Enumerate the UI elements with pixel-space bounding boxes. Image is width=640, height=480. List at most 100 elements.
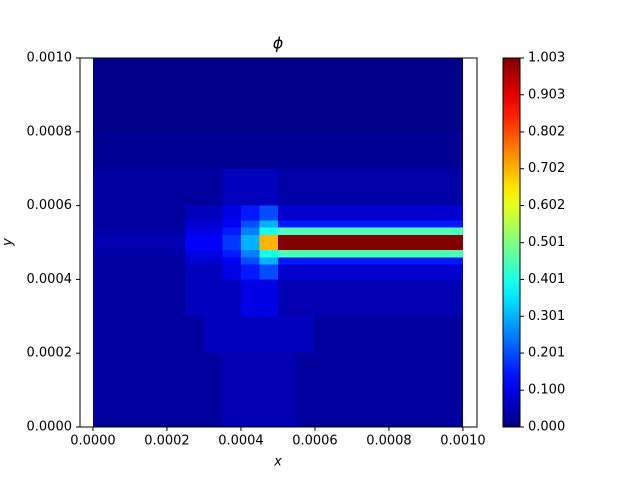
heatmap-cell	[370, 264, 389, 280]
colorbar-tick-label: 0.602	[528, 198, 565, 213]
heatmap-cell	[277, 131, 297, 169]
heatmap-cell	[148, 249, 167, 258]
heatmap-cell	[148, 58, 167, 132]
heatmap-cell	[333, 227, 352, 236]
heatmap-cell	[148, 227, 167, 236]
heatmap-cell	[314, 353, 334, 427]
heatmap-cell	[240, 353, 260, 427]
heatmap-cell	[240, 58, 260, 132]
heatmap-cell	[222, 249, 241, 258]
heatmap-cell	[166, 235, 186, 250]
heatmap-cell	[351, 131, 371, 169]
heatmap-cell	[333, 264, 352, 280]
heatmap-cell	[222, 264, 241, 280]
heatmap-cell	[259, 220, 278, 228]
heatmap-cell	[129, 227, 149, 236]
heatmap-cell	[166, 220, 186, 228]
heatmap-cell	[222, 227, 241, 236]
heatmap-cell	[407, 235, 426, 250]
heatmap-cell	[203, 58, 223, 132]
heatmap-cell	[129, 316, 149, 354]
heatmap-cell	[111, 227, 130, 236]
heatmap-cell	[351, 316, 371, 354]
heatmap-cell	[166, 279, 186, 317]
heatmap-cell	[370, 249, 389, 258]
heatmap-cell	[388, 279, 408, 317]
heatmap-cell	[222, 205, 241, 221]
heatmap-cell	[314, 227, 334, 236]
heatmap-cell	[277, 220, 297, 228]
heatmap-cell	[259, 316, 278, 354]
heatmap-cell	[333, 168, 352, 206]
heatmap-cell	[425, 264, 445, 280]
heatmap-cell	[388, 316, 408, 354]
heatmap-cell	[259, 168, 278, 206]
heatmap-cell	[259, 227, 278, 236]
heatmap-cell	[407, 227, 426, 236]
heatmap-cell	[166, 58, 186, 132]
heatmap-cell	[222, 131, 241, 169]
x-tick-label: 0.0008	[366, 434, 412, 449]
heatmap-cell	[92, 58, 112, 132]
heatmap-cell	[240, 249, 260, 258]
heatmap-cell	[111, 131, 130, 169]
heatmap-cell	[166, 131, 186, 169]
heatmap-cell	[222, 168, 241, 206]
heatmap-cell	[333, 235, 352, 250]
heatmap-cell	[166, 316, 186, 354]
heatmap-cell	[407, 316, 426, 354]
heatmap-cell	[129, 168, 149, 206]
colorbar-tick-label: 0.301	[528, 309, 565, 324]
heatmap-cell	[185, 227, 204, 236]
heatmap-cell	[296, 205, 315, 221]
heatmap-cell	[166, 257, 186, 265]
heatmap-cell	[185, 235, 204, 250]
heatmap-cell	[277, 279, 297, 317]
x-tick-label: 0.0004	[218, 434, 264, 449]
heatmap-cell	[111, 257, 130, 265]
heatmap-cell	[148, 257, 167, 265]
heatmap-cell	[240, 168, 260, 206]
heatmap-cell	[277, 58, 297, 132]
heatmap-cell	[388, 131, 408, 169]
heatmap-cell	[148, 264, 167, 280]
heatmap-cell	[148, 316, 167, 354]
heatmap-cell	[370, 227, 389, 236]
heatmap-cell	[129, 353, 149, 427]
heatmap-cell	[444, 227, 463, 236]
heatmap-cell	[259, 131, 278, 169]
heatmap-cell	[277, 205, 297, 221]
heatmap-cell	[148, 205, 167, 221]
heatmap-cell	[351, 58, 371, 132]
colorbar-tick-label: 0.702	[528, 161, 565, 176]
heatmap-cell	[314, 249, 334, 258]
heatmap-cell	[129, 131, 149, 169]
heatmap-cell	[259, 279, 278, 317]
heatmap-cell	[351, 264, 371, 280]
heatmap-cell	[425, 205, 445, 221]
heatmap-cell	[425, 58, 445, 132]
heatmap-cell	[444, 168, 463, 206]
y-axis-label: y	[1, 238, 16, 247]
colorbar-tick-label: 0.903	[528, 87, 565, 102]
heatmap-cell	[203, 220, 223, 228]
heatmap-cell	[444, 58, 463, 132]
heatmap-cell	[222, 220, 241, 228]
heatmap-cell	[277, 249, 297, 258]
heatmap-cell	[351, 249, 371, 258]
colorbar-tick-label: 0.401	[528, 272, 565, 287]
heatmap-cell	[185, 205, 204, 221]
heatmap-cell	[92, 316, 112, 354]
colorbar-tick-label: 0.100	[528, 383, 565, 398]
heatmap-cell	[388, 58, 408, 132]
heatmap-cell	[388, 353, 408, 427]
heatmap-cell	[92, 353, 112, 427]
heatmap-cell	[240, 235, 260, 250]
heatmap-cell	[259, 249, 278, 258]
heatmap-cell	[259, 58, 278, 132]
heatmap-cell	[148, 353, 167, 427]
heatmap-cell	[240, 264, 260, 280]
heatmap-cell	[425, 168, 445, 206]
heatmap-cell	[166, 353, 186, 427]
